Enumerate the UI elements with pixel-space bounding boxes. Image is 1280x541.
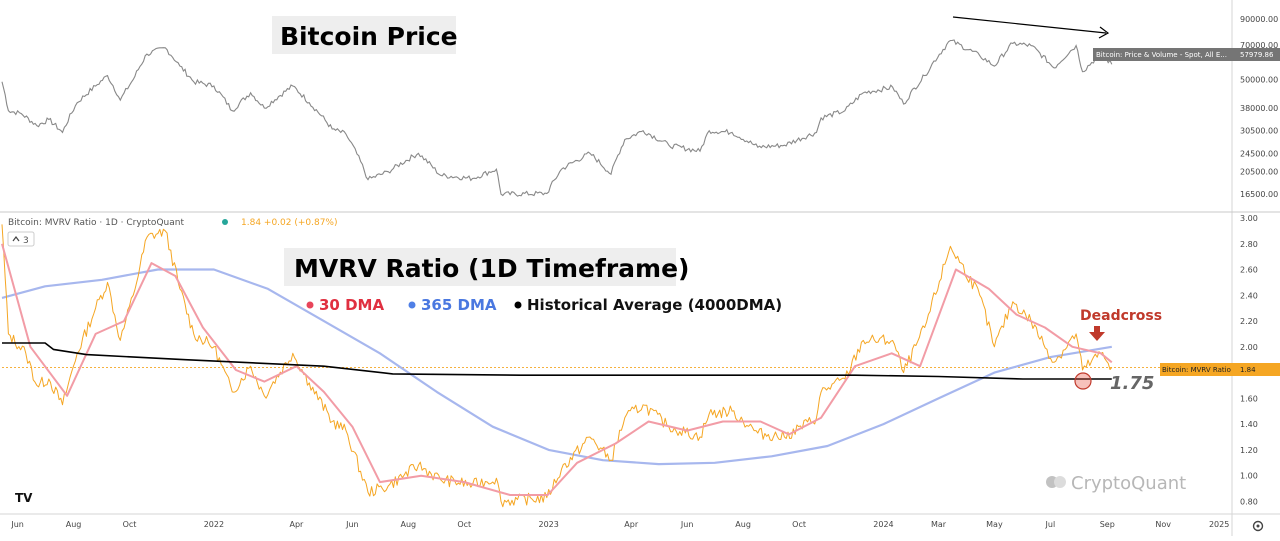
watermark: CryptoQuant (1046, 473, 1186, 494)
price-tick-label: 50000.00 (1240, 76, 1278, 85)
value-readout: 1.84 +0.02 (+0.87%) (241, 218, 338, 228)
mvrv-tick-label: 1.60 (1240, 394, 1258, 403)
time-tick-label: Oct (123, 520, 137, 529)
legend-dot-365dma (408, 301, 416, 309)
mvrv-tick-label: 2.20 (1240, 317, 1258, 326)
time-tick-label: Aug (735, 520, 751, 529)
time-tick-label: 2025 (1209, 520, 1229, 529)
mvrv-tick-label: 1.40 (1240, 420, 1258, 429)
mvrv-axis: 3.002.802.602.402.202.001.801.601.401.20… (1240, 214, 1258, 506)
series-line-price (1, 39, 1113, 197)
series-line-bitcoin-mvrv-ratio (1, 224, 1113, 508)
price-tick-label: 70000.00 (1240, 41, 1278, 50)
deadcross-arrow-icon (1089, 326, 1105, 341)
time-tick-label: Nov (1155, 520, 1171, 529)
mvrv-tick-label: 2.00 (1240, 343, 1258, 352)
price-tick-label: 24500.00 (1240, 149, 1278, 158)
average-value-label: 1.75 (1110, 373, 1154, 394)
series-line-historical-average-4000dma (2, 342, 1112, 380)
mvrv-tick-label: 1.00 (1240, 472, 1258, 481)
price-tag: Bitcoin: Price & Volume - Spot, All E...… (1093, 48, 1280, 61)
time-tick-label: 2023 (538, 520, 558, 529)
time-tick-label: Jul (1045, 520, 1056, 529)
time-tick-label: Oct (792, 520, 806, 529)
price-tick-label: 30500.00 (1240, 127, 1278, 136)
time-tick-label: Jun (345, 520, 359, 529)
mvrv-tick-label: 1.20 (1240, 446, 1258, 455)
legend-label-4000dma: Historical Average (4000DMA) (527, 296, 782, 314)
settings-gear-icon[interactable] (1252, 520, 1264, 532)
mvrv-tag-value: 1.84 (1240, 366, 1256, 374)
price-axis: 90000.00 70000.00 50000.00 38000.00 30500.00… (1240, 15, 1278, 199)
mvrv-tick-label: 2.80 (1240, 240, 1258, 249)
time-tick-label: Jun (10, 520, 24, 529)
price-tick-label: 38000.00 (1240, 104, 1278, 113)
indicator-title[interactable]: Bitcoin: MVRV Ratio · 1D · CryptoQuant (8, 218, 184, 228)
price-tick-label: 20500.00 (1240, 168, 1278, 177)
time-tick-label: Aug (401, 520, 417, 529)
time-tick-label: Apr (290, 520, 305, 529)
time-tick-label: Oct (457, 520, 471, 529)
time-tick-label: May (986, 520, 1003, 529)
tradingview-logo[interactable]: TV (12, 488, 36, 506)
layer-count: 3 (23, 236, 29, 246)
price-tag-value: 57979.86 (1240, 51, 1274, 59)
time-tick-label: Mar (931, 520, 947, 529)
mvrv-tick-label: 2.40 (1240, 291, 1258, 300)
mvrv-tick-label: 0.80 (1240, 497, 1258, 506)
time-tick-label: Sep (1100, 520, 1115, 529)
time-tick-label: Jun (680, 520, 694, 529)
series-line-30-dma (1, 243, 1113, 496)
mvrv-title-box (284, 248, 676, 286)
mvrv-panel-title: MVRV Ratio (1D Timeframe) (294, 254, 689, 283)
time-tick-label: Aug (66, 520, 82, 529)
legend-label-365dma: 365 DMA (421, 296, 497, 314)
price-panel-title: Bitcoin Price (280, 22, 458, 51)
watermark-text: CryptoQuant (1071, 473, 1186, 494)
legend-dot-4000dma (514, 301, 522, 309)
status-dot (222, 219, 228, 225)
price-title-box (272, 16, 456, 54)
price-tick-label: 90000.00 (1240, 15, 1278, 24)
mvrv-tick-label: 2.60 (1240, 266, 1258, 275)
legend-label-30dma: 30 DMA (319, 296, 384, 314)
time-axis: Jun Aug Oct 2022 Apr Jun Aug Oct 2023 Apr Jun Aug Oc… (10, 520, 1229, 529)
chevron-up-icon (12, 236, 20, 242)
tv-logo-icon: TV (15, 491, 33, 505)
trend-arrow (952, 16, 1110, 39)
price-panel (1, 39, 1113, 197)
collapse-layers-button[interactable]: 3 (7, 231, 35, 247)
price-tick-label: 16500.00 (1240, 190, 1278, 199)
price-tag-label: Bitcoin: Price & Volume - Spot, All E... (1096, 51, 1227, 59)
legend: 30 DMA 365 DMA Historical Average (4000D… (306, 296, 782, 314)
time-tick-label: Apr (624, 520, 639, 529)
time-tick-label: 2022 (204, 520, 224, 529)
cross-marker (1074, 372, 1092, 390)
time-tick-label: 2024 (873, 520, 893, 529)
mvrv-tag-label: Bitcoin: MVRV Ratio (1162, 366, 1231, 374)
legend-dot-30dma (306, 301, 314, 309)
mvrv-tick-label: 3.00 (1240, 214, 1258, 223)
mvrv-panel (1, 224, 1232, 508)
deadcross-label: Deadcross (1080, 308, 1162, 324)
mvrv-tag: Bitcoin: MVRV Ratio 1.84 (1160, 363, 1280, 376)
